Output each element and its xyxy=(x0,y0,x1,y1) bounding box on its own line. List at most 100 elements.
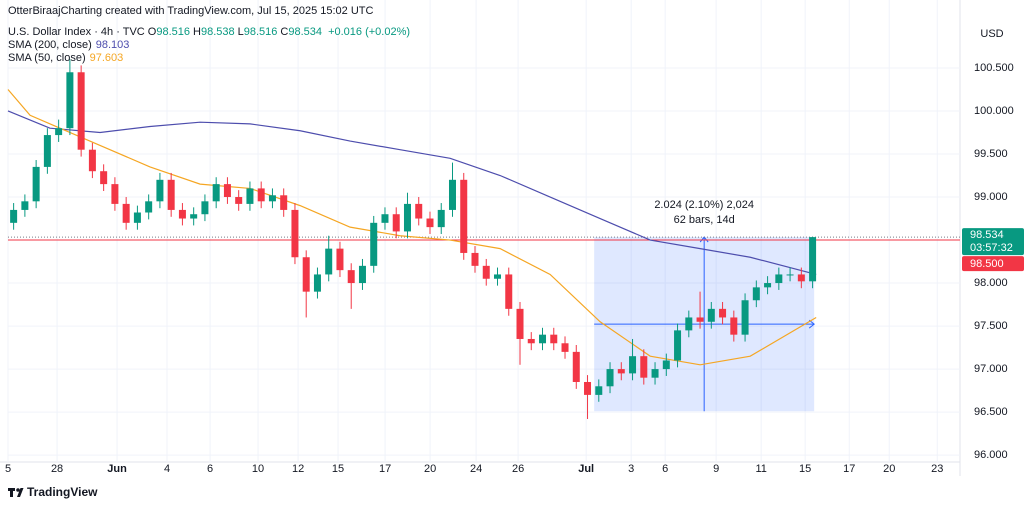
candle-body xyxy=(437,209,445,228)
last-price-tag xyxy=(962,228,1024,256)
last-price-label: 98.534 xyxy=(970,229,1004,241)
candle-body xyxy=(156,179,164,202)
legend-value: 97.603 xyxy=(89,52,124,64)
y-tick-label: 100.500 xyxy=(974,62,1014,74)
candle-body xyxy=(572,351,580,382)
candle-body xyxy=(392,214,400,232)
y-tick-label: 96.000 xyxy=(974,449,1008,461)
ohlc-value: 98.516 xyxy=(156,26,191,38)
candle-body xyxy=(111,184,119,204)
candle-body xyxy=(32,166,40,202)
x-tick-label: 5 xyxy=(5,463,11,475)
sma-line xyxy=(7,110,817,276)
legend-entry: SMA (200, close) 98.103 xyxy=(8,39,410,52)
candle-body xyxy=(426,218,434,228)
candle-body xyxy=(561,343,569,352)
candle-body xyxy=(201,201,209,215)
candle-body xyxy=(77,72,85,150)
candle-body xyxy=(539,334,547,344)
candle-body xyxy=(516,308,524,339)
ohlc: O98.516 H98.538 L98.516 C98.534 xyxy=(148,26,325,38)
candle-body xyxy=(730,317,738,335)
candle-body xyxy=(797,274,805,282)
y-tick-label: 97.500 xyxy=(974,320,1008,332)
candle-body xyxy=(122,203,130,223)
legend-entry: SMA (50, close) 97.603 xyxy=(8,52,410,65)
footer-brand: TradingView xyxy=(27,485,98,499)
legend-label: SMA (200, close) xyxy=(8,39,92,51)
price-line-label: 98.500 xyxy=(970,258,1004,270)
candle-body xyxy=(291,209,299,258)
candle-body xyxy=(471,252,479,266)
ohlc-value: 98.516 xyxy=(243,26,278,38)
candle-body xyxy=(66,72,74,129)
candle-body xyxy=(584,381,592,395)
x-tick-label: 11 xyxy=(755,463,766,475)
candle-body xyxy=(415,203,423,219)
candle-body xyxy=(325,248,333,275)
candle-body xyxy=(505,274,513,309)
x-tick-label: 6 xyxy=(662,463,668,475)
candle-body xyxy=(268,195,276,202)
currency: USD xyxy=(980,28,1003,40)
candle-body xyxy=(178,209,186,219)
change: +0.016 (+0.02%) xyxy=(328,26,411,38)
candle-body xyxy=(685,317,693,331)
candle-body xyxy=(10,209,18,223)
candle-body xyxy=(403,203,411,232)
y-tick-label: 99.000 xyxy=(974,191,1008,203)
legend-value: 98.103 xyxy=(95,39,130,51)
ohlc-label: L xyxy=(237,26,244,38)
x-tick-label: 20 xyxy=(883,463,895,475)
candle-body xyxy=(696,317,704,322)
candle-body xyxy=(223,184,231,198)
candle-body xyxy=(786,274,794,276)
candle-body xyxy=(775,274,783,284)
candle-body xyxy=(662,360,670,370)
x-tick-label: 10 xyxy=(252,463,264,475)
candle-body xyxy=(764,283,772,288)
x-tick-label: Jun xyxy=(107,463,127,475)
y-tick-label: 96.500 xyxy=(974,406,1008,418)
x-tick-label: 17 xyxy=(379,463,391,475)
candle-body xyxy=(752,287,760,301)
x-tick-label: Jul xyxy=(578,463,594,475)
legend-label: SMA (50, close) xyxy=(8,52,86,64)
candle-body xyxy=(494,274,502,279)
countdown-label: 03:57:32 xyxy=(970,242,1013,254)
candle-body xyxy=(246,188,254,204)
candle-body xyxy=(640,356,648,378)
arrow-head xyxy=(808,319,815,329)
candle-body xyxy=(629,356,637,374)
plot: 2.024 (2.10%) 2,024 62 bars, 14d xyxy=(7,0,960,462)
x-tick-label: 20 xyxy=(424,463,436,475)
candle-body xyxy=(719,308,727,318)
candle-body xyxy=(741,300,749,335)
candle-body xyxy=(212,184,220,202)
candle-body xyxy=(21,201,29,210)
candle-body xyxy=(235,197,243,204)
candle-body xyxy=(280,195,288,210)
x-tick-label: 9 xyxy=(713,463,719,475)
x-tick-label: 23 xyxy=(931,463,943,475)
x-tick-label: 12 xyxy=(292,463,304,475)
candle-body xyxy=(313,274,321,292)
ohlc-label: C xyxy=(280,26,289,38)
tv-logo xyxy=(8,488,24,497)
ohlc-value: 98.538 xyxy=(200,26,235,38)
symbol: U.S. Dollar Index · 4h · TVC xyxy=(8,26,145,38)
y-tick-label: 97.000 xyxy=(974,363,1008,375)
candle-body xyxy=(336,248,344,271)
x-tick-label: 15 xyxy=(332,463,344,475)
x-tick-label: 3 xyxy=(628,463,634,475)
measure-sublabel: 62 bars, 14d xyxy=(674,214,735,226)
x-tick-label: 28 xyxy=(51,463,63,475)
candle-body xyxy=(347,270,355,284)
x-tick-label: 6 xyxy=(207,463,213,475)
candle-body xyxy=(133,212,141,223)
candle-body xyxy=(651,369,659,378)
credit: OtterBiraajCharting created with Trading… xyxy=(8,5,374,17)
y-tick-label: 100.000 xyxy=(974,105,1014,117)
candle-body xyxy=(674,330,682,361)
